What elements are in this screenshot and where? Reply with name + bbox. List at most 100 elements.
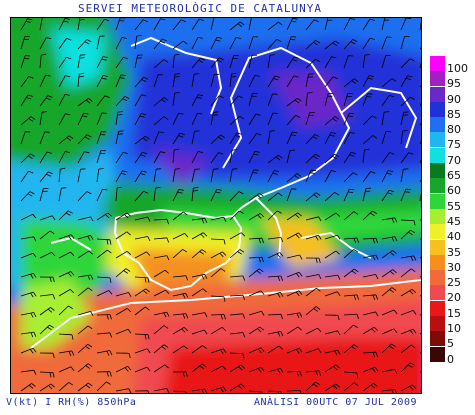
wind-barb-tick	[163, 312, 167, 318]
wind-barb-tick	[280, 292, 284, 297]
wind-barb-tick	[239, 210, 244, 214]
wind-barb	[248, 133, 257, 145]
wind-barb-tick	[313, 308, 319, 312]
wind-barb	[419, 159, 421, 164]
wind-barb	[324, 132, 332, 145]
wind-barb-tick	[66, 56, 72, 60]
wind-barb-tick	[405, 188, 411, 190]
wind-barb	[229, 55, 235, 69]
wind-barb	[305, 274, 319, 278]
wind-barb	[134, 348, 148, 354]
wind-barb-tick	[351, 270, 357, 275]
wind-barb	[362, 311, 376, 316]
wind-barb-tick	[79, 57, 85, 59]
wind-barb	[39, 151, 48, 164]
wind-barb	[362, 274, 376, 278]
wind-barb-tick	[351, 346, 356, 350]
wind-barb	[77, 191, 88, 202]
wind-barb-tick	[50, 383, 55, 388]
wind-barb-tick	[241, 232, 246, 237]
wind-barb-tick	[158, 131, 164, 133]
wind-barb-tick	[402, 130, 408, 132]
wind-barb-tick	[261, 238, 264, 244]
wind-barb	[39, 383, 52, 392]
wind-barb-tick	[238, 191, 244, 195]
wind-barb-tick	[238, 366, 243, 371]
wind-barb	[305, 40, 316, 50]
wind-barb	[305, 381, 316, 392]
wind-barb-tick	[70, 251, 75, 257]
wind-barb-tick	[51, 252, 56, 257]
wind-barb-tick	[199, 365, 205, 370]
legend-label: 35	[447, 245, 461, 259]
wind-barb-tick	[145, 135, 150, 140]
wind-barb-tick	[409, 386, 414, 391]
wind-barb-tick	[410, 344, 416, 349]
wind-barb-tick	[261, 391, 263, 393]
wind-barb-tick	[46, 173, 52, 177]
wind-barb-tick	[299, 254, 303, 260]
wind-barb-tick	[166, 219, 169, 225]
legend-label: 25	[447, 276, 461, 290]
wind-barb	[96, 56, 104, 69]
wind-barb	[153, 131, 160, 145]
wind-barb-tick	[315, 371, 319, 377]
wind-barb	[210, 326, 223, 335]
wind-barb-tick	[141, 113, 147, 115]
wind-barb-tick	[407, 75, 413, 78]
wind-barb-tick	[42, 111, 48, 113]
wind-barb-tick	[293, 75, 299, 78]
wind-barb	[58, 251, 71, 259]
wind-barb	[39, 37, 47, 50]
wind-barb	[191, 232, 204, 240]
legend-row: 60	[430, 178, 475, 198]
wind-barb-tick	[179, 132, 185, 135]
wind-barb-tick	[372, 238, 375, 244]
legend-row: 100	[430, 56, 475, 74]
wind-barb-tick	[311, 169, 317, 172]
wind-barb	[77, 382, 89, 392]
wind-barb-tick	[147, 236, 151, 242]
wind-barb-tick	[177, 191, 183, 194]
wind-barb	[248, 18, 252, 31]
wind-barb-tick	[364, 54, 370, 56]
wind-barb	[305, 306, 317, 316]
wind-barb-tick	[155, 186, 161, 189]
wind-barb	[58, 234, 72, 240]
wind-barb	[343, 55, 349, 69]
wind-barb-tick	[175, 168, 181, 170]
wind-barb-tick	[70, 234, 75, 239]
legend-swatch	[430, 285, 445, 301]
legend-label: 40	[447, 230, 461, 244]
wind-barb-tick	[51, 215, 56, 221]
wind-barb	[153, 325, 165, 335]
wind-barb-tick	[313, 194, 319, 198]
wind-barb-tick	[28, 384, 34, 389]
wind-barb-tick	[295, 214, 300, 219]
wind-barb	[115, 170, 123, 183]
wind-barb	[362, 55, 366, 69]
wind-barb	[229, 210, 240, 221]
wind-barb	[153, 116, 165, 126]
wind-barb	[267, 275, 282, 278]
wind-barb	[39, 294, 53, 297]
wind-barb	[96, 290, 109, 297]
wind-barb	[286, 97, 298, 107]
wind-barb	[96, 169, 100, 183]
wind-barb	[400, 96, 411, 107]
legend-label: 60	[447, 184, 461, 198]
wind-barb	[286, 188, 292, 202]
wind-barb	[210, 95, 220, 107]
wind-barb-tick	[174, 76, 180, 78]
wind-barb	[324, 76, 334, 88]
wind-barb	[172, 19, 182, 31]
wind-barb-tick	[299, 312, 303, 318]
wind-barb	[39, 112, 43, 126]
wind-barb	[191, 188, 194, 202]
wind-barb	[115, 231, 128, 240]
wind-barb-tick	[104, 95, 110, 98]
legend-swatch	[430, 71, 445, 87]
wind-barb	[286, 390, 301, 392]
wind-barb	[324, 18, 329, 31]
wind-barb-tick	[391, 218, 395, 223]
